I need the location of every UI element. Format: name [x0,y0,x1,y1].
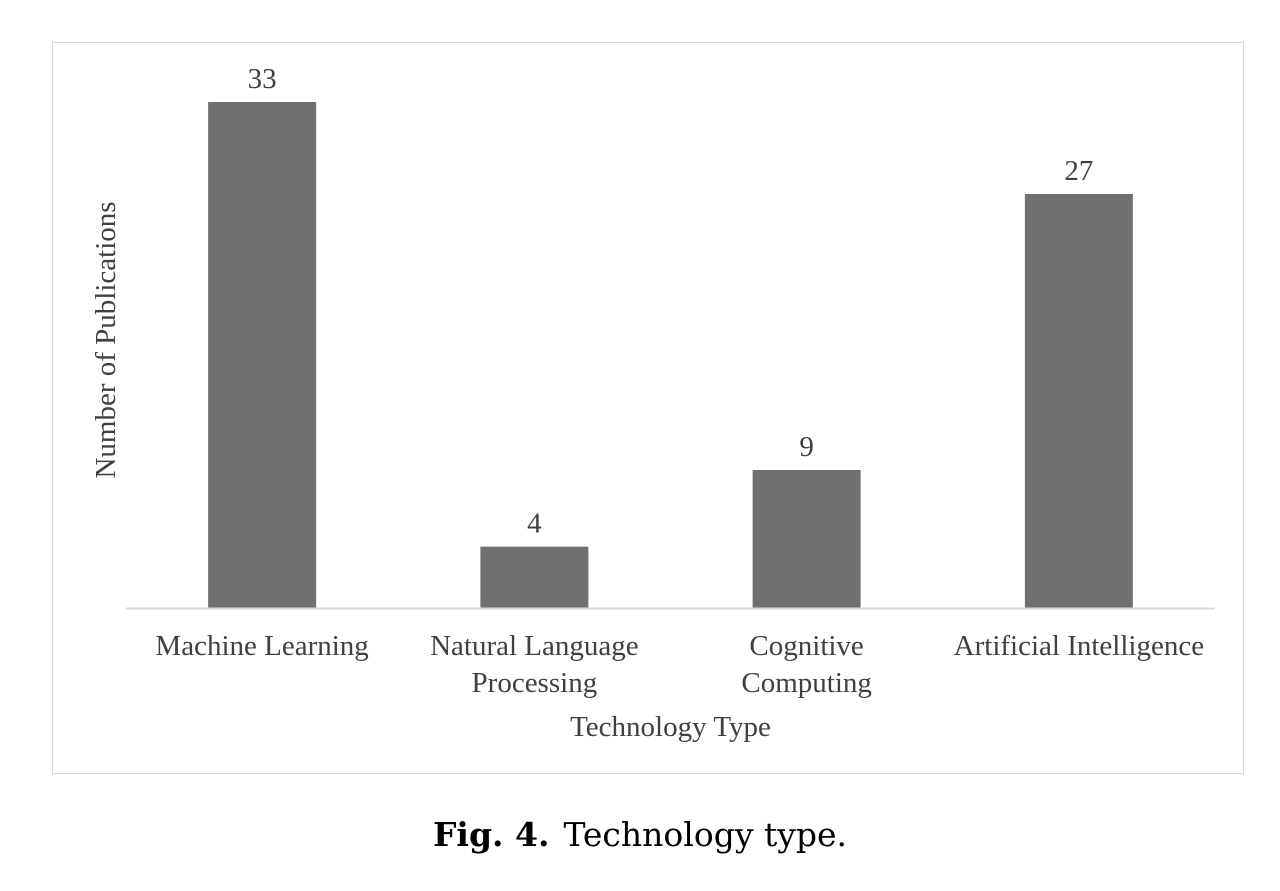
x-tick-label-3: Artificial Intelligence [954,630,1204,662]
bar-chart: 33 4 9 27 Machine Learning Natural Language P… [90,63,1215,743]
data-label-0: 33 [248,63,277,95]
bars-layer [208,102,1133,608]
bar-1 [480,546,589,608]
data-label-3: 27 [1064,155,1093,187]
figure-caption-text: Technology type. [563,815,848,854]
x-tick-label-0: Machine Learning [155,630,368,662]
x-tick-label-line: Computing [741,667,872,699]
figure-label: Fig. 4. [432,815,550,854]
figure-caption: Fig. 4. Technology type. [0,815,1280,854]
chart-frame [52,42,1244,774]
x-tick-label-1: Natural Language Processing [430,630,639,699]
x-tick-label-line: Natural Language [430,630,639,662]
x-axis-title: Technology Type [570,711,771,743]
bar-2 [752,470,861,608]
x-tick-label-line: Processing [472,667,598,699]
bar-0 [208,102,317,608]
data-label-1: 4 [527,508,542,540]
bar-3 [1024,194,1133,608]
x-tick-label-line: Artificial Intelligence [954,630,1204,662]
x-tick-labels-layer: Machine Learning Natural Language Processi… [155,630,1204,699]
data-labels-layer: 33 4 9 27 [248,63,1094,540]
y-axis-title: Number of Publications [90,201,122,478]
x-tick-label-2: Cognitive Computing [741,630,872,699]
x-tick-label-line: Cognitive [749,630,863,662]
data-label-2: 9 [799,431,814,463]
x-tick-label-line: Machine Learning [155,630,368,662]
